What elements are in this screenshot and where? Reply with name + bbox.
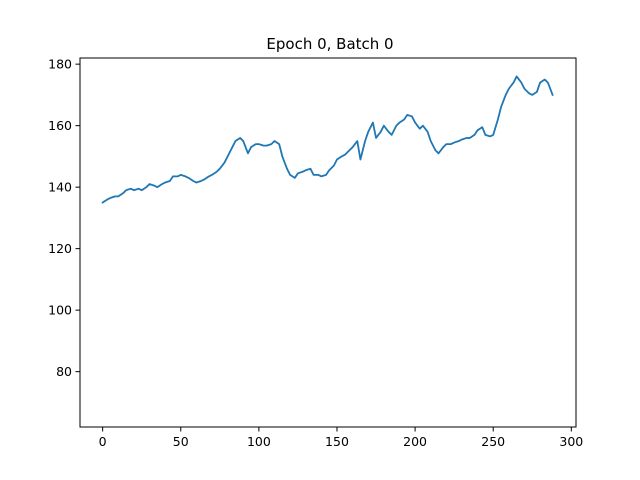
- y-tick-label: 180: [48, 57, 72, 72]
- x-tick-label: 300: [559, 434, 583, 449]
- x-tick-label: 50: [173, 434, 189, 449]
- y-tick-label: 160: [48, 118, 72, 133]
- axes-frame: [79, 57, 577, 428]
- chart-title: Epoch 0, Batch 0: [266, 35, 393, 53]
- y-tick-label: 140: [48, 180, 72, 195]
- x-tick-label: 100: [247, 434, 271, 449]
- x-tick-label: 0: [99, 434, 107, 449]
- plot-area: [101, 75, 554, 204]
- y-tick-label: 100: [48, 303, 72, 318]
- axes: 0 50 100 150 200 250 300 80 100 120 140 160 180: [48, 57, 583, 449]
- y-tick-label: 80: [56, 364, 72, 379]
- x-tick-label: 200: [403, 434, 427, 449]
- series-line-0: [101, 75, 554, 204]
- x-tick-label: 250: [481, 434, 505, 449]
- x-tick-label: 150: [325, 434, 349, 449]
- y-tick-label: 120: [48, 241, 72, 256]
